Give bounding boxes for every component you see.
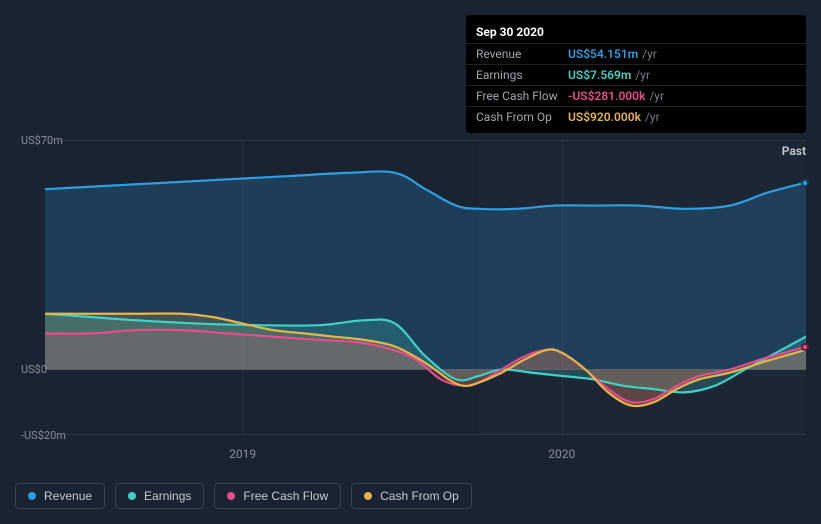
- x-axis-label: 2019: [229, 447, 256, 461]
- legend-label: Cash From Op: [380, 489, 459, 503]
- tooltip-row-fcf: Free Cash Flow-US$281.000k/yr: [466, 85, 806, 106]
- tooltip-row-label: Free Cash Flow: [476, 89, 568, 103]
- tooltip-row-unit: /yr: [649, 89, 664, 103]
- tooltip-row-revenue: RevenueUS$54.151m/yr: [466, 43, 806, 64]
- chart-container: Sep 30 2020 RevenueUS$54.151m/yrEarnings…: [0, 0, 821, 524]
- chart-area: US$70mUS$0-US$20m Past 20192020: [15, 120, 806, 440]
- legend-item-revenue[interactable]: Revenue: [15, 483, 105, 509]
- x-axis-label: 2020: [548, 447, 575, 461]
- end-marker-revenue: [801, 179, 809, 187]
- legend-dot-icon: [364, 492, 372, 500]
- y-axis-label: US$0: [21, 363, 47, 376]
- tooltip-row-label: Earnings: [476, 68, 568, 82]
- legend-dot-icon: [227, 492, 235, 500]
- tooltip-row-unit: /yr: [635, 68, 650, 82]
- tooltip-row-label: Cash From Op: [476, 110, 568, 124]
- tooltip-row-unit: /yr: [642, 47, 657, 61]
- legend-item-cfo[interactable]: Cash From Op: [351, 483, 472, 509]
- tooltip-row-cfo: Cash From OpUS$920.000k/yr: [466, 106, 806, 127]
- legend: Revenue Earnings Free Cash Flow Cash From O…: [15, 483, 472, 509]
- tooltip-row-label: Revenue: [476, 47, 568, 61]
- legend-item-earnings[interactable]: Earnings: [115, 483, 204, 509]
- legend-label: Free Cash Flow: [243, 489, 328, 503]
- plot-region[interactable]: [45, 140, 806, 435]
- tooltip-date: Sep 30 2020: [466, 21, 806, 43]
- legend-label: Earnings: [144, 489, 191, 503]
- tooltip-row-value: US$7.569m: [568, 68, 631, 82]
- tooltip-row-earnings: EarningsUS$7.569m/yr: [466, 64, 806, 85]
- tooltip-row-value: US$54.151m: [568, 47, 638, 61]
- end-marker-fcf: [801, 343, 809, 351]
- legend-dot-icon: [28, 492, 36, 500]
- legend-item-fcf[interactable]: Free Cash Flow: [214, 483, 341, 509]
- tooltip-row-value: US$920.000k: [568, 110, 641, 124]
- legend-label: Revenue: [44, 489, 92, 503]
- tooltip-row-value: -US$281.000k: [568, 89, 645, 103]
- data-tooltip: Sep 30 2020 RevenueUS$54.151m/yrEarnings…: [466, 15, 806, 133]
- legend-dot-icon: [128, 492, 136, 500]
- tooltip-row-unit: /yr: [645, 110, 660, 124]
